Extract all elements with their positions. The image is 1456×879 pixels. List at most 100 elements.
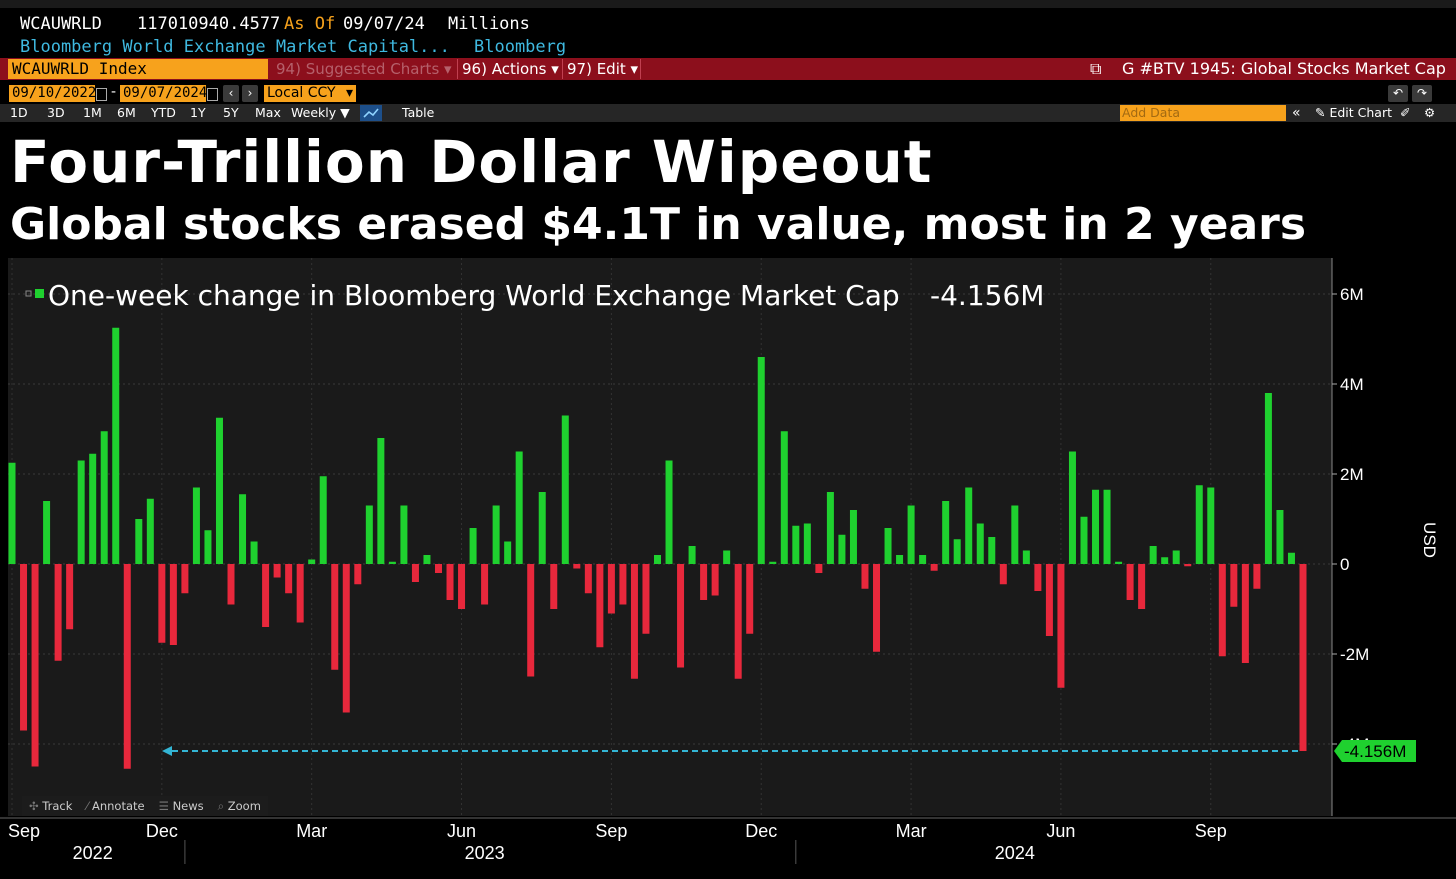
y-tick-label: 2M <box>1340 465 1364 484</box>
bar <box>446 564 454 600</box>
table-button[interactable]: Table <box>402 105 435 120</box>
bar <box>331 564 339 670</box>
range-button-1m[interactable]: 1M <box>83 105 102 120</box>
bar <box>515 451 523 564</box>
x-tick-label: Sep <box>595 821 627 841</box>
security-name: Bloomberg World Exchange Market Capital.… <box>20 37 450 57</box>
toolbar-divider <box>457 59 458 79</box>
bar <box>296 564 304 623</box>
bar <box>1011 505 1019 564</box>
tool-zoom[interactable]: ⌕ Zoom <box>211 796 268 816</box>
x-tick-label: Jun <box>1046 821 1075 841</box>
range-button-max[interactable]: Max <box>255 105 281 120</box>
as-of-label: As Of <box>284 14 336 34</box>
source-label: Bloomberg <box>474 37 567 57</box>
settings-gear-icon[interactable]: ⚙ <box>1424 105 1436 120</box>
chart-type-icon[interactable] <box>360 105 382 121</box>
y-tick-label: 6M <box>1340 285 1364 304</box>
range-button-1d[interactable]: 1D <box>10 105 28 120</box>
legend-value: -4.156M <box>930 279 1044 312</box>
toolbar-divider <box>562 59 563 79</box>
range-button-ytd[interactable]: YTD <box>151 105 176 120</box>
redo-icon[interactable]: ↷ <box>1412 85 1432 102</box>
bar <box>907 505 915 564</box>
range-button-6m[interactable]: 6M <box>117 105 136 120</box>
y-tick-label: 0 <box>1340 555 1349 574</box>
date-dash: - <box>111 84 117 100</box>
bar <box>665 460 673 564</box>
bar <box>319 476 327 564</box>
bar <box>54 564 62 661</box>
popout-icon[interactable]: ⧉ <box>1090 59 1102 78</box>
next-period-button[interactable]: › <box>242 85 258 102</box>
y-tick-label: -2M <box>1340 645 1369 664</box>
annotate-icon[interactable]: ✐ <box>1400 105 1411 120</box>
bar <box>838 534 846 564</box>
undo-icon[interactable]: ↶ <box>1388 85 1408 102</box>
bar <box>1057 564 1065 688</box>
y-axis-label: USD <box>1420 522 1439 558</box>
edit-menu[interactable]: 97) Edit ▾ <box>567 60 639 78</box>
actions-menu[interactable]: 96) Actions ▾ <box>462 60 559 78</box>
range-button-5y[interactable]: 5Y <box>223 105 239 120</box>
bar <box>688 546 696 564</box>
start-date-field[interactable]: 09/10/2022 <box>9 85 96 102</box>
bar <box>1126 564 1134 600</box>
tool-label: News <box>172 799 204 813</box>
bar <box>607 564 615 614</box>
bar <box>1264 393 1272 564</box>
bar <box>192 487 200 564</box>
collapse-icon[interactable]: « <box>1292 105 1301 121</box>
x-tick-label: Mar <box>296 821 327 841</box>
bar <box>999 564 1007 585</box>
annotate-icon: ⁄ <box>86 799 92 813</box>
end-date-field[interactable]: 09/07/2024 <box>120 85 207 102</box>
bar <box>780 431 788 564</box>
bar <box>481 564 489 605</box>
bar <box>504 541 512 564</box>
suggested-charts-button[interactable]: 94) Suggested Charts ▾ <box>276 60 452 78</box>
frequency-select[interactable]: Weekly ▼ <box>291 105 350 120</box>
calendar-icon[interactable] <box>96 88 107 101</box>
prev-period-button[interactable]: ‹ <box>223 85 239 102</box>
bar <box>1022 550 1030 564</box>
tool-annotate[interactable]: ⁄ Annotate <box>79 796 151 816</box>
chart-title: G #BTV 1945: Global Stocks Market Cap <box>1122 59 1446 78</box>
bar <box>43 501 51 564</box>
bar <box>169 564 177 645</box>
tool-news[interactable]: ☰ News <box>152 796 211 816</box>
bar <box>100 431 108 564</box>
bar <box>884 528 892 564</box>
bar <box>953 539 961 564</box>
bar <box>8 462 16 564</box>
bar <box>677 564 685 668</box>
bar <box>227 564 235 605</box>
bar <box>942 501 950 564</box>
bar <box>723 550 731 564</box>
bar <box>1241 564 1249 663</box>
bar <box>815 564 823 573</box>
bar <box>1115 561 1123 564</box>
bar <box>1218 564 1226 657</box>
range-button-1y[interactable]: 1Y <box>190 105 206 120</box>
bar <box>1092 489 1100 564</box>
range-button-3d[interactable]: 3D <box>47 105 65 120</box>
edit-chart-button[interactable]: ✎ Edit Chart <box>1315 105 1392 120</box>
bar <box>769 561 777 564</box>
add-data-input[interactable]: Add Data <box>1120 105 1286 121</box>
bar <box>700 564 708 600</box>
currency-select[interactable]: Local CCY ▾ <box>264 85 356 102</box>
bar <box>20 564 28 731</box>
bar <box>988 537 996 564</box>
bar <box>1230 564 1238 607</box>
security-field[interactable]: WCAUWRLD Index <box>8 59 268 79</box>
legend-toggle-icon <box>25 290 32 297</box>
x-tick-label: Dec <box>146 821 178 841</box>
calendar-icon[interactable] <box>207 88 218 101</box>
tool-track[interactable]: ✣ Track <box>22 796 79 816</box>
legend-label: One-week change in Bloomberg World Excha… <box>48 279 900 312</box>
bar <box>630 564 638 679</box>
bar <box>250 541 258 564</box>
bar <box>89 453 97 564</box>
